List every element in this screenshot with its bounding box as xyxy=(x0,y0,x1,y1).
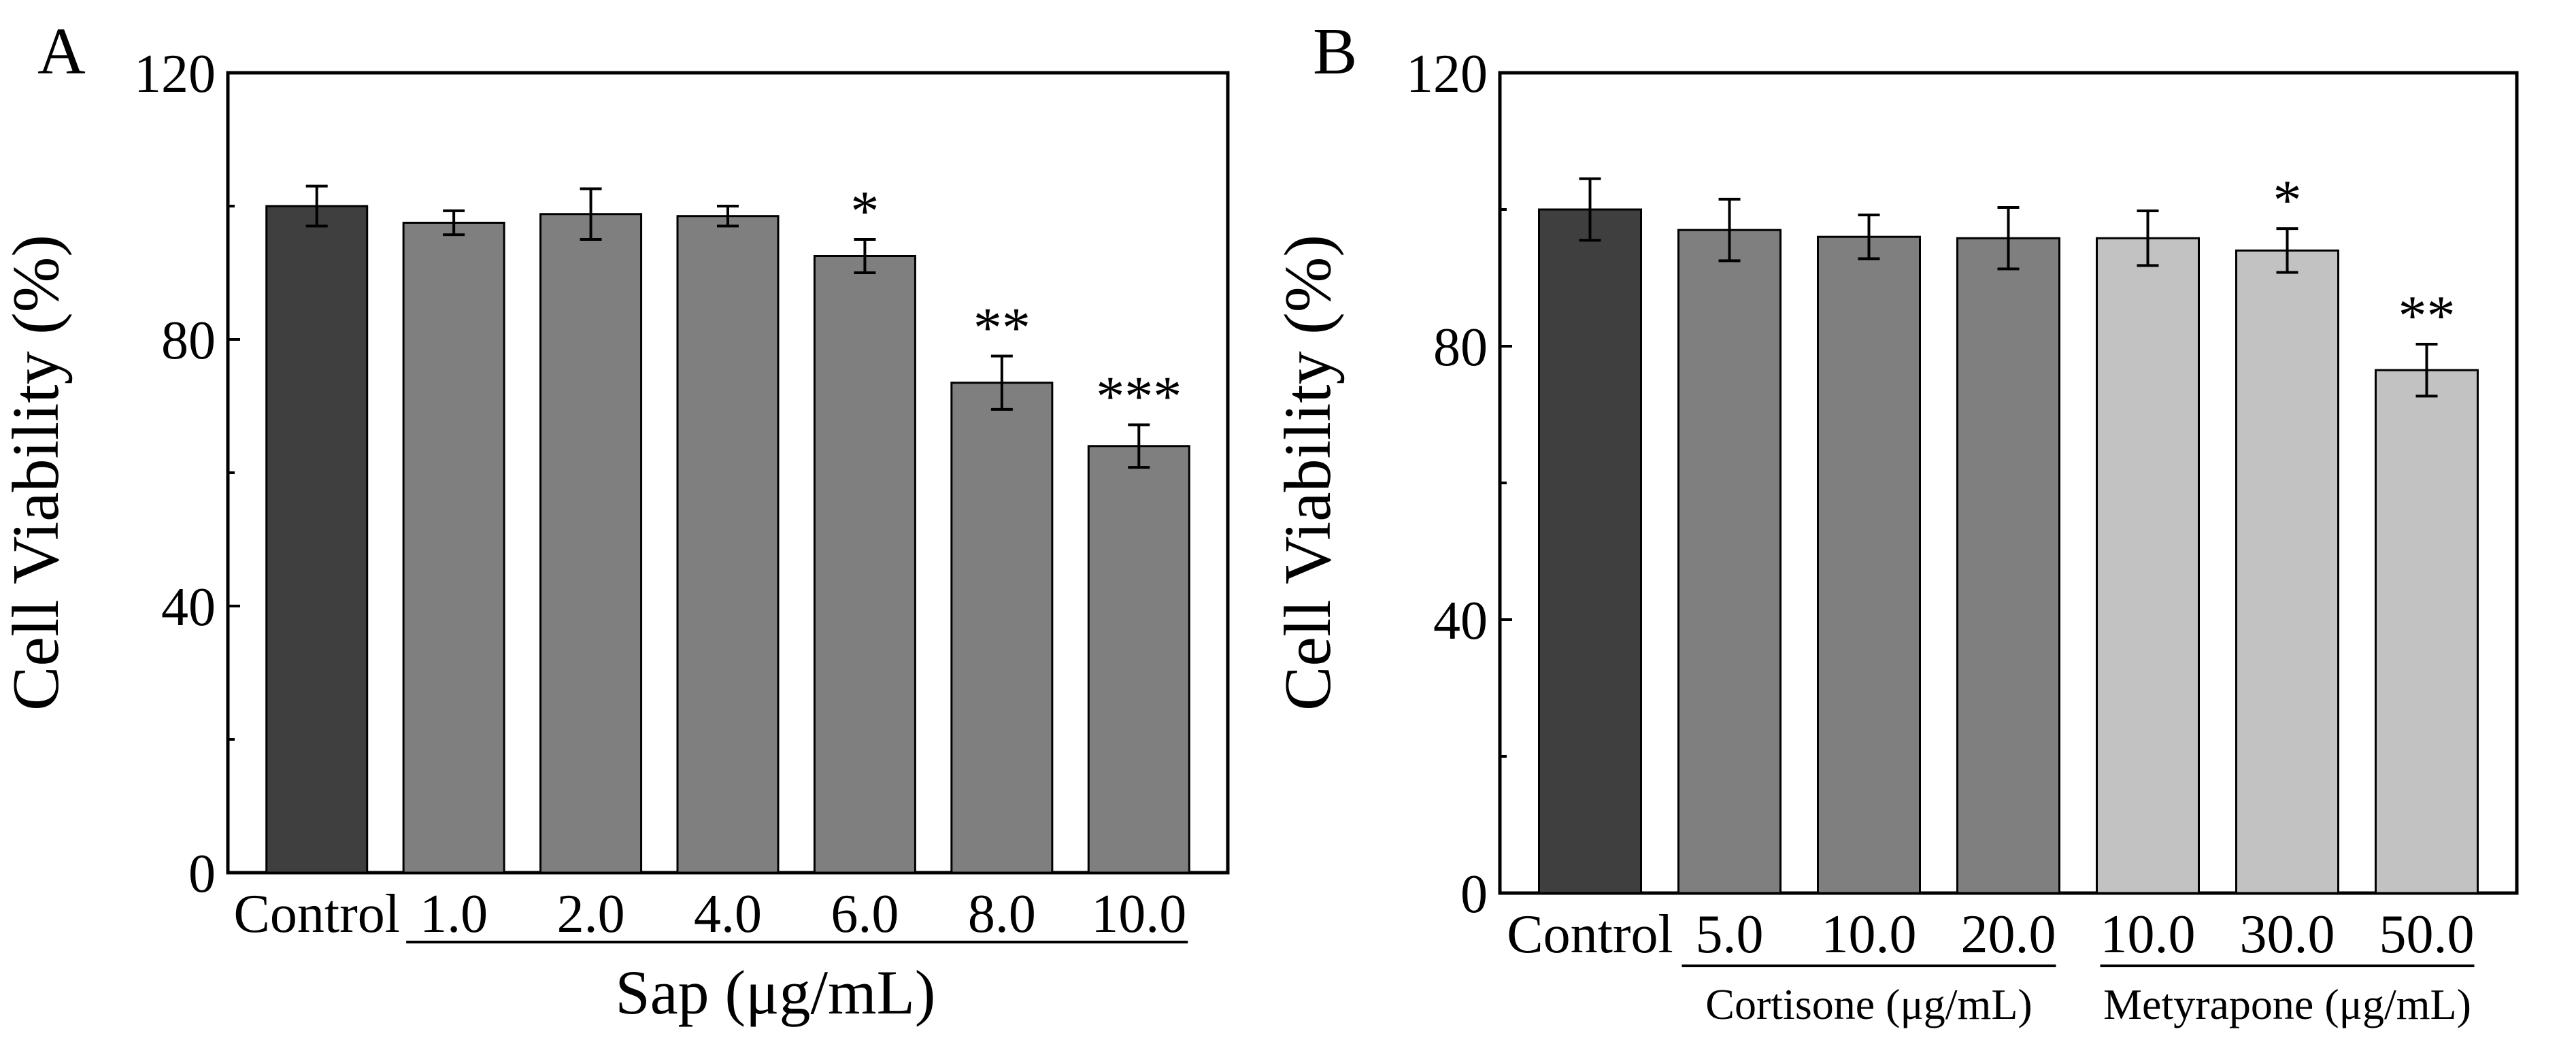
panel-a-y-tick-label: 0 xyxy=(188,844,216,904)
panel-b-label: B xyxy=(1313,15,1357,88)
panel-a-x-tick-label-2: 2.0 xyxy=(557,884,625,944)
panel-b-x-tick-label-6: 50.0 xyxy=(2379,905,2475,964)
panel-b-group-label-0: Cortisone (μg/mL) xyxy=(1705,980,2032,1028)
panel-b-y-tick-label: 0 xyxy=(1460,865,1488,924)
panel-b-x-tick-label-1: 5.0 xyxy=(1696,905,1764,964)
panel-b-x-tick-label-3: 20.0 xyxy=(1961,905,2056,964)
panel-b-x-tick-label-4: 10.0 xyxy=(2101,905,2196,964)
panel-b-significance-5: * xyxy=(2273,169,2302,232)
panel-a-bar-3 xyxy=(676,215,780,874)
panel-a-x-tick-label-5: 8.0 xyxy=(968,884,1036,944)
panel-a-y-tick-label: 120 xyxy=(134,44,216,104)
panel-b-x-tick-label-5: 30.0 xyxy=(2240,905,2335,964)
panel-b-bar-3 xyxy=(1956,237,2060,894)
panel-a-bar-6 xyxy=(1087,445,1190,874)
panel-a-bar-1 xyxy=(402,222,505,874)
panel-b-x-tick-label-2: 10.0 xyxy=(1822,905,1917,964)
panel-a-x-tick-label-6: 10.0 xyxy=(1091,884,1186,944)
panel-b-chart: 0 40 80 120 Control 5.0 10.0 20.0 10.0 * 30.0 ** 50.… xyxy=(1406,44,2519,1028)
panel-a-x-axis-title: Sap (μg/mL) xyxy=(616,958,936,1027)
panel-b-bar-1 xyxy=(1677,229,1782,894)
panel-b-x-tick-label-0: Control xyxy=(1507,905,1673,964)
panel-b-bar-0 xyxy=(1538,208,1642,894)
panel-b-y-tick-label: 80 xyxy=(1433,318,1488,378)
panel-a-significance-4: * xyxy=(850,180,879,243)
panel-b-y-tick-label: 40 xyxy=(1433,591,1488,651)
panel-a-y-axis-title: Cell Viability (%) xyxy=(0,235,73,711)
panel-a-x-tick-label-0: Control xyxy=(233,884,399,944)
panel-b-group-label-1: Metyrapone (μg/mL) xyxy=(2103,980,2471,1028)
panel-a-bar-2 xyxy=(539,213,643,874)
panel-b-bar-2 xyxy=(1817,235,1921,894)
panel-b-significance-6: ** xyxy=(2398,284,2456,348)
panel-a-x-tick-label-3: 4.0 xyxy=(694,884,762,944)
panel-b-y-axis-title: Cell Viability (%) xyxy=(1271,235,1345,711)
panel-b-y-tick-label: 120 xyxy=(1406,44,1488,104)
panel-a-x-tick-label-1: 1.0 xyxy=(420,884,488,944)
panel-b-bar-4 xyxy=(2096,237,2200,894)
panel-a-chart: 0 40 80 120 Control 1.0 2.0 4.0 * 6.0 ** 8.0 *** 10.0 xyxy=(134,44,1230,944)
panel-a-bar-4 xyxy=(813,255,916,874)
panel-a-bar-0 xyxy=(265,205,369,874)
panel-a-bar-5 xyxy=(950,382,1054,874)
panel-a-significance-5: ** xyxy=(973,297,1031,360)
panel-a-y-tick-label: 80 xyxy=(161,311,216,371)
panel-a-x-tick-label-4: 6.0 xyxy=(831,884,899,944)
panel-b-bar-6 xyxy=(2375,369,2479,894)
panel-a-y-tick-label: 40 xyxy=(161,577,216,637)
panel-a-significance-6: *** xyxy=(1096,365,1182,428)
panel-b-bar-5 xyxy=(2235,249,2339,894)
panel-a-label: A xyxy=(37,15,86,88)
